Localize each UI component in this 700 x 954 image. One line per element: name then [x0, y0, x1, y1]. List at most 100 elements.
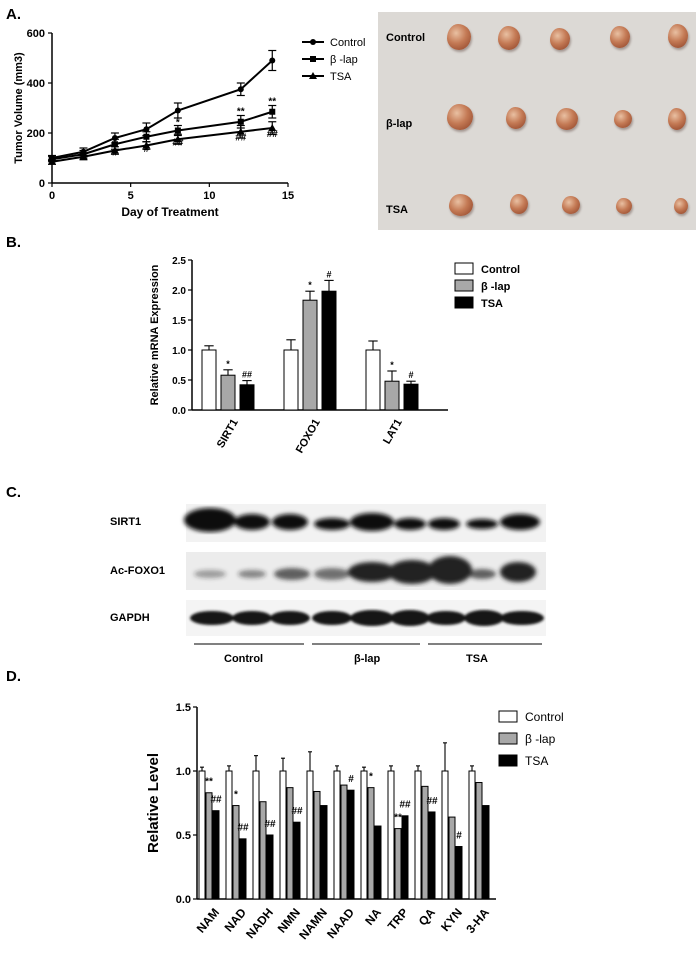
x-tick-label: NAMN	[296, 906, 330, 943]
legend-marker	[310, 39, 316, 45]
y-axis-title: Relative Level	[145, 753, 162, 853]
y-tick-label: 2.5	[172, 256, 186, 267]
significance-mark: #	[408, 370, 413, 380]
tumor-specimen	[668, 108, 686, 130]
x-tick-label: 10	[203, 190, 215, 202]
significance-mark: #	[456, 830, 462, 841]
bar	[205, 792, 213, 900]
y-tick-label: 1.0	[172, 346, 186, 357]
y-tick-label: 1.0	[176, 766, 191, 778]
significance-mark: ##	[172, 138, 184, 149]
bar	[201, 349, 217, 411]
legend-label: TSA	[481, 298, 503, 310]
bar	[475, 782, 483, 900]
bar	[384, 380, 400, 411]
y-tick-label: 600	[27, 28, 45, 40]
y-tick-label: 400	[27, 78, 45, 90]
significance-mark: ##	[235, 133, 247, 144]
bar	[232, 805, 240, 900]
legend-marker	[309, 72, 317, 79]
bar	[401, 815, 409, 900]
panel-c-label: C.	[6, 484, 21, 501]
data-point	[173, 135, 182, 143]
legend-swatch	[454, 296, 474, 309]
mrna-expression-bar-chart: 0.0 0.5 1.0 1.5 2.0 2.5 Relative mRNA Expressi…	[149, 256, 520, 455]
legend-label: Control	[525, 710, 564, 724]
x-axis-title: Day of Treatment	[121, 205, 218, 219]
legend-marker	[310, 56, 316, 62]
bar	[340, 784, 348, 900]
y-tick-label: 200	[27, 128, 45, 140]
panel-a-label: A.	[6, 6, 21, 23]
bar	[225, 770, 233, 900]
tumor-specimen	[610, 26, 630, 48]
blot-group-label: TSA	[466, 653, 488, 665]
x-tick-label: NAM	[194, 906, 222, 936]
legend-swatch	[454, 279, 474, 292]
significance-mark: ##	[242, 370, 252, 380]
data-point	[174, 107, 181, 114]
tumor-specimen	[668, 24, 688, 48]
bar	[286, 787, 294, 900]
tumor-specimen	[556, 108, 578, 130]
panel-d-label: D.	[6, 668, 21, 685]
y-tick-label: 0	[39, 178, 45, 190]
x-tick-label: 0	[49, 190, 55, 202]
bar	[259, 801, 267, 900]
bar	[414, 770, 422, 900]
bar	[421, 785, 429, 900]
x-tick-label: 3-HA	[463, 905, 492, 936]
bar	[198, 770, 206, 900]
blot-group-label: β-lap	[354, 653, 381, 665]
y-axis-title: Relative mRNA Expression	[149, 264, 161, 405]
y-tick-label: 0.0	[172, 406, 186, 417]
tumor-specimen	[498, 26, 520, 50]
tumor-specimen	[674, 198, 688, 214]
y-tick-label: 1.5	[172, 316, 186, 327]
tumor-photo	[378, 12, 696, 230]
legend-label: TSA	[525, 754, 548, 768]
western-blot	[184, 504, 546, 645]
significance-mark: *	[176, 118, 180, 129]
y-tick-label: 2.0	[172, 286, 186, 297]
bar	[302, 299, 318, 411]
data-point	[174, 127, 181, 134]
significance-mark: *	[369, 772, 373, 783]
blot-group-label: Control	[224, 653, 264, 665]
photo-row-label: β-lap	[386, 118, 413, 130]
x-tick-label: SIRT1	[215, 417, 241, 450]
y-tick-label: 1.5	[176, 702, 191, 714]
legend-swatch	[498, 754, 518, 767]
legend-label: TSA	[330, 71, 352, 83]
bar	[394, 828, 402, 900]
tumor-specimen	[562, 196, 580, 214]
y-tick-label: 0.0	[176, 894, 191, 906]
x-tick-label: LAT1	[381, 417, 405, 446]
legend-label: Control	[330, 37, 365, 49]
bar	[468, 770, 476, 900]
bar	[239, 384, 255, 411]
data-point	[237, 118, 244, 125]
significance-mark: ##	[210, 795, 222, 806]
x-tick-label: TRP	[385, 906, 411, 933]
bar	[212, 810, 220, 900]
significance-mark: **	[394, 812, 402, 823]
significance-mark: ##	[237, 823, 249, 834]
significance-mark: *	[308, 280, 312, 290]
bar	[455, 846, 463, 900]
data-point	[143, 126, 150, 133]
data-point	[48, 157, 56, 165]
bar	[360, 770, 368, 900]
y-tick-label: 0.5	[172, 376, 186, 387]
bar	[252, 770, 260, 900]
tumor-specimen	[614, 110, 632, 128]
bar	[220, 374, 236, 411]
bar	[321, 290, 337, 411]
significance-mark: #	[348, 774, 354, 785]
tumor-specimen	[616, 198, 632, 214]
bar	[365, 349, 381, 411]
legend-label: Control	[481, 264, 520, 276]
significance-mark: *	[234, 789, 238, 800]
data-point	[143, 133, 150, 140]
